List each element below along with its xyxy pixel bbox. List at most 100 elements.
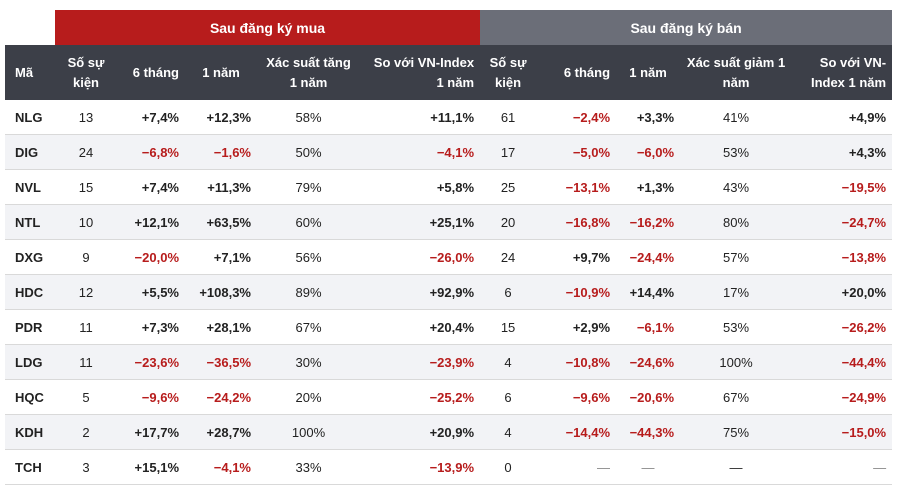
cell-events: 24 <box>55 134 117 170</box>
cell-vs-index: +92,9% <box>360 274 481 310</box>
col-6-months-sell: 6 tháng <box>536 45 617 100</box>
col-events-sell: Số sự kiện <box>480 45 537 100</box>
cell-events-sell: 17 <box>480 134 537 170</box>
cell-vs-index-sell: −13,8% <box>792 239 893 275</box>
cell-1-year: −1,6% <box>185 134 257 170</box>
col-prob-down: Xác suất giảm 1 năm <box>680 45 793 100</box>
cell-6-months: +15,1% <box>117 449 185 485</box>
cell-vs-index-sell: −24,7% <box>792 204 893 240</box>
table-row: HQC 5 −9,6% −24,2% 20% −25,2% 6 −9,6% −20,6% 67% −… <box>5 379 893 415</box>
cell-events: 9 <box>55 239 117 275</box>
cell-6-months: +7,4% <box>117 100 185 135</box>
cell-prob-down: 41% <box>680 100 793 135</box>
cell-prob-up: 33% <box>257 449 360 485</box>
cell-6-months-sell: −14,4% <box>536 414 617 450</box>
col-1-year-sell: 1 năm <box>616 45 681 100</box>
cell-events: 11 <box>55 309 117 345</box>
cell-vs-index: −4,1% <box>360 134 481 170</box>
cell-prob-up: 58% <box>257 100 360 135</box>
cell-6-months: −23,6% <box>117 344 185 380</box>
cell-1-year: +7,1% <box>185 239 257 275</box>
cell-events-sell: 0 <box>480 449 537 485</box>
cell-vs-index-sell: −44,4% <box>792 344 893 380</box>
cell-prob-down: 80% <box>680 204 793 240</box>
table-row: LDG 11 −23,6% −36,5% 30% −23,9% 4 −10,8% −24,6% 1… <box>5 344 893 380</box>
cell-prob-down: 17% <box>680 274 793 310</box>
cell-6-months-sell: −13,1% <box>536 169 617 205</box>
cell-vs-index: +11,1% <box>360 100 481 135</box>
cell-prob-down: 43% <box>680 169 793 205</box>
cell-code: LDG <box>5 344 55 380</box>
cell-code: PDR <box>5 309 55 345</box>
cell-prob-up: 79% <box>257 169 360 205</box>
cell-code: NLG <box>5 100 55 135</box>
column-header-row: Mã Số sự kiện 6 tháng 1 năm Xác suất tăn… <box>5 45 893 100</box>
table-row: NLG 13 +7,4% +12,3% 58% +11,1% 61 −2,4% +3,3% 41%… <box>5 100 893 135</box>
cell-6-months: +7,4% <box>117 169 185 205</box>
col-vs-index: So với VN-Index 1 năm <box>360 45 481 100</box>
cell-events-sell: 25 <box>480 169 537 205</box>
cell-prob-up: 60% <box>257 204 360 240</box>
table-row: PDR 11 +7,3% +28,1% 67% +20,4% 15 +2,9% −6,1% 53%… <box>5 309 893 345</box>
cell-6-months-sell: −10,8% <box>536 344 617 380</box>
table-row: DXG 9 −20,0% +7,1% 56% −26,0% 24 +9,7% −24,4% 57%… <box>5 239 893 275</box>
cell-6-months-sell: −9,6% <box>536 379 617 415</box>
col-6-months: 6 tháng <box>117 45 185 100</box>
comparison-table-wrapper: Sau đăng ký mua Sau đăng ký bán Mã Số sự… <box>5 10 893 485</box>
cell-1-year: +108,3% <box>185 274 257 310</box>
group-header-blank <box>5 10 55 45</box>
cell-6-months-sell: −10,9% <box>536 274 617 310</box>
cell-vs-index: +25,1% <box>360 204 481 240</box>
cell-events-sell: 15 <box>480 309 537 345</box>
cell-6-months: +17,7% <box>117 414 185 450</box>
cell-vs-index-sell: +4,3% <box>792 134 893 170</box>
cell-prob-up: 67% <box>257 309 360 345</box>
cell-6-months: +5,5% <box>117 274 185 310</box>
cell-prob-down: 53% <box>680 309 793 345</box>
cell-events-sell: 4 <box>480 344 537 380</box>
cell-1-year: +63,5% <box>185 204 257 240</box>
cell-events-sell: 61 <box>480 100 537 135</box>
cell-1-year: +12,3% <box>185 100 257 135</box>
cell-vs-index: −26,0% <box>360 239 481 275</box>
cell-prob-up: 89% <box>257 274 360 310</box>
cell-events: 12 <box>55 274 117 310</box>
cell-events-sell: 4 <box>480 414 537 450</box>
cell-events-sell: 6 <box>480 379 537 415</box>
col-code: Mã <box>5 45 55 100</box>
insider-trading-table: Sau đăng ký mua Sau đăng ký bán Mã Số sự… <box>5 10 893 485</box>
cell-events: 15 <box>55 169 117 205</box>
col-events: Số sự kiện <box>55 45 117 100</box>
cell-6-months-sell: — <box>536 449 617 485</box>
cell-vs-index: −23,9% <box>360 344 481 380</box>
cell-prob-down: 75% <box>680 414 793 450</box>
cell-vs-index: −13,9% <box>360 449 481 485</box>
cell-vs-index-sell: −26,2% <box>792 309 893 345</box>
cell-code: NTL <box>5 204 55 240</box>
col-prob-up: Xác suất tăng 1 năm <box>257 45 360 100</box>
cell-1-year-sell: −24,4% <box>616 239 681 275</box>
cell-prob-up: 30% <box>257 344 360 380</box>
group-header-buy: Sau đăng ký mua <box>55 10 481 45</box>
cell-prob-up: 20% <box>257 379 360 415</box>
cell-code: KDH <box>5 414 55 450</box>
cell-events: 2 <box>55 414 117 450</box>
cell-events: 13 <box>55 100 117 135</box>
cell-prob-up: 56% <box>257 239 360 275</box>
cell-events-sell: 24 <box>480 239 537 275</box>
cell-1-year: −24,2% <box>185 379 257 415</box>
cell-1-year: +11,3% <box>185 169 257 205</box>
cell-code: DIG <box>5 134 55 170</box>
cell-prob-down: 67% <box>680 379 793 415</box>
cell-1-year-sell: −44,3% <box>616 414 681 450</box>
cell-vs-index-sell: −15,0% <box>792 414 893 450</box>
cell-1-year: +28,7% <box>185 414 257 450</box>
cell-vs-index-sell: −19,5% <box>792 169 893 205</box>
cell-vs-index: −25,2% <box>360 379 481 415</box>
cell-code: HQC <box>5 379 55 415</box>
cell-1-year-sell: +3,3% <box>616 100 681 135</box>
cell-1-year-sell: +1,3% <box>616 169 681 205</box>
cell-1-year-sell: −16,2% <box>616 204 681 240</box>
table-row: NTL 10 +12,1% +63,5% 60% +25,1% 20 −16,8% −16,2%… <box>5 204 893 240</box>
cell-6-months: +7,3% <box>117 309 185 345</box>
